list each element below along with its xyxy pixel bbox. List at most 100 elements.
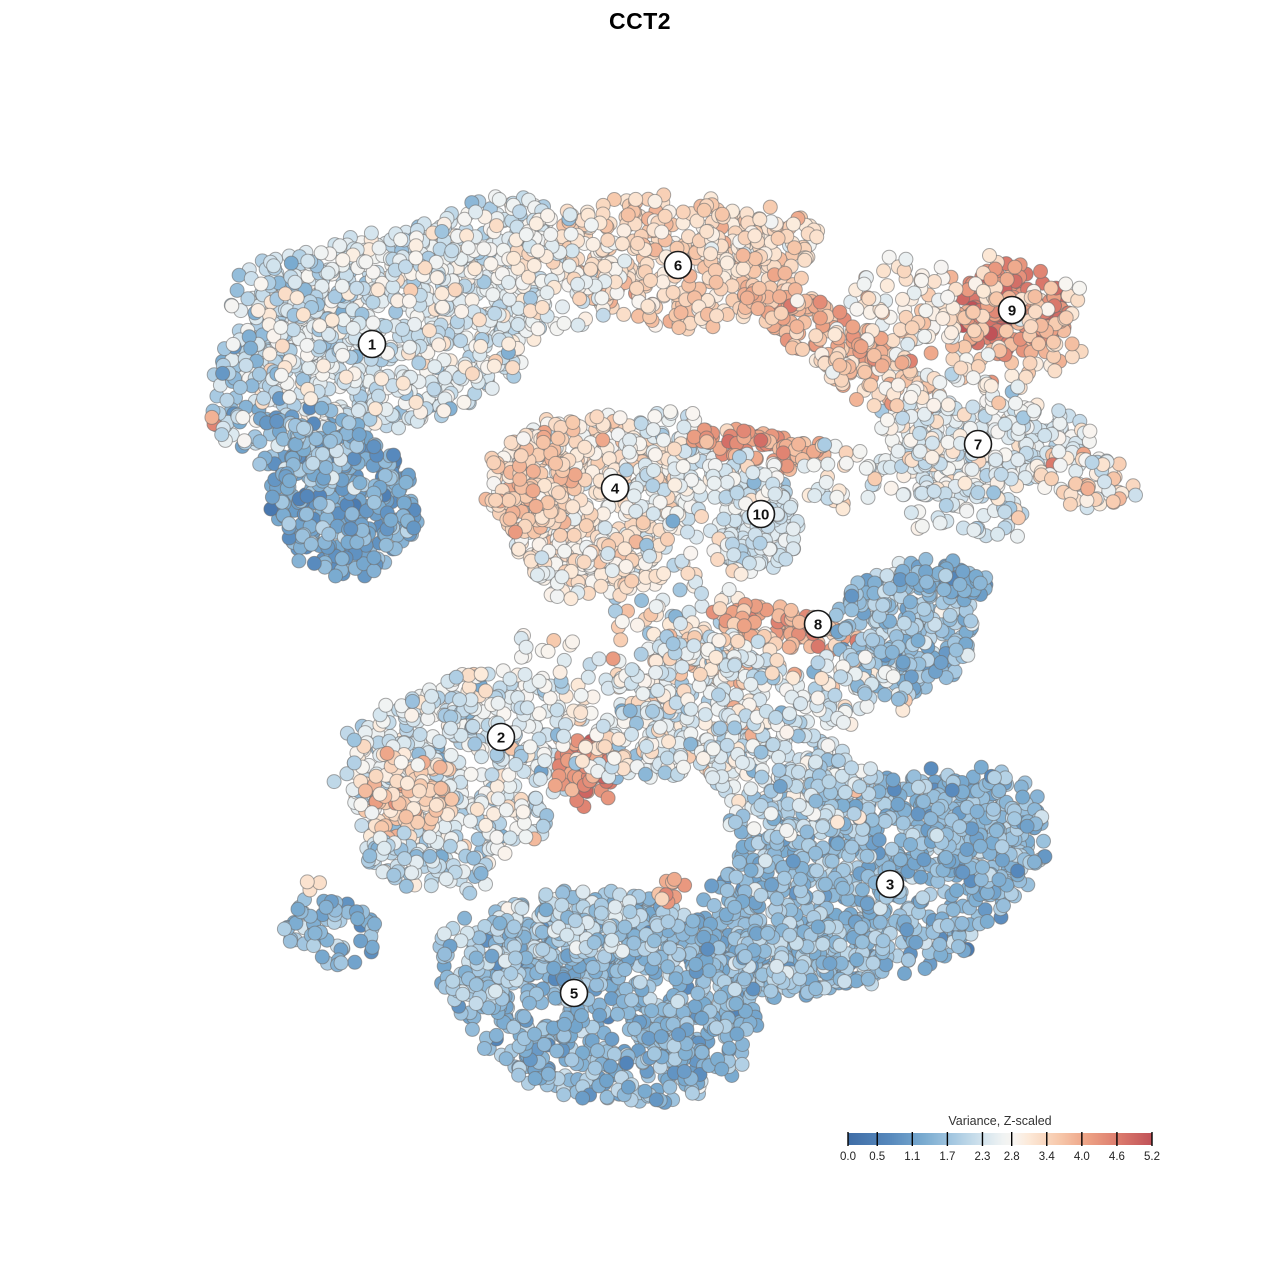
cell-point bbox=[885, 669, 901, 685]
cell-point bbox=[685, 406, 701, 421]
cell-point bbox=[1051, 444, 1067, 460]
cell-point bbox=[383, 512, 399, 528]
cell-point bbox=[215, 365, 231, 381]
cell-point bbox=[699, 224, 715, 239]
cell-point bbox=[505, 360, 521, 376]
cell-point bbox=[467, 736, 483, 752]
cell-point bbox=[398, 474, 414, 490]
cell-point bbox=[497, 845, 513, 861]
cell-point bbox=[1010, 528, 1025, 544]
cell-point bbox=[810, 690, 826, 706]
cell-point bbox=[565, 415, 581, 430]
cell-point bbox=[879, 568, 895, 584]
cell-point bbox=[932, 515, 948, 531]
cell-point bbox=[924, 449, 940, 465]
cell-point bbox=[812, 294, 828, 310]
cell-point bbox=[363, 225, 379, 241]
cell-point bbox=[484, 380, 500, 396]
cell-point bbox=[444, 243, 460, 259]
cell-point bbox=[332, 238, 348, 254]
cell-point bbox=[583, 261, 599, 277]
cell-point bbox=[849, 301, 865, 317]
cell-point bbox=[1044, 471, 1059, 487]
cell-point bbox=[535, 818, 551, 834]
cell-point bbox=[895, 654, 911, 670]
cell-point bbox=[345, 320, 361, 336]
cell-point bbox=[225, 336, 241, 352]
cell-point bbox=[358, 254, 374, 270]
cell-point bbox=[563, 591, 579, 607]
cell-point bbox=[526, 258, 542, 273]
cell-point bbox=[537, 753, 553, 769]
cell-point bbox=[752, 211, 768, 227]
cell-point bbox=[433, 780, 449, 796]
cell-point bbox=[877, 687, 893, 703]
cell-point bbox=[565, 499, 581, 515]
cell-point bbox=[549, 589, 565, 604]
cell-point bbox=[894, 355, 910, 371]
cell-point bbox=[512, 471, 528, 487]
cell-point bbox=[626, 488, 642, 504]
cell-point bbox=[1062, 496, 1078, 512]
cell-point bbox=[366, 494, 382, 510]
cell-point bbox=[434, 224, 450, 239]
cell-point bbox=[783, 499, 798, 515]
cell-point bbox=[597, 258, 613, 274]
cell-point bbox=[797, 252, 813, 268]
cell-point bbox=[266, 258, 282, 274]
cell-point bbox=[997, 504, 1013, 520]
cell-point bbox=[952, 577, 968, 592]
cell-point bbox=[312, 318, 328, 334]
cell-point bbox=[600, 790, 616, 806]
cell-point bbox=[453, 333, 469, 349]
cell-point bbox=[595, 307, 611, 323]
cell-point bbox=[334, 551, 350, 567]
cell-point bbox=[910, 633, 926, 649]
cell-point bbox=[328, 568, 343, 584]
cell-point bbox=[762, 199, 778, 215]
cell-point bbox=[895, 410, 910, 426]
cell-point bbox=[349, 280, 365, 296]
cell-point bbox=[696, 202, 712, 218]
cell-point bbox=[431, 337, 447, 353]
cell-point bbox=[719, 255, 735, 271]
cell-point bbox=[563, 226, 579, 242]
cell-point bbox=[926, 274, 942, 289]
cell-point bbox=[365, 264, 381, 280]
cell-point bbox=[710, 552, 726, 567]
cell-point bbox=[963, 613, 979, 629]
cell-point bbox=[476, 241, 492, 257]
cell-point bbox=[916, 601, 932, 617]
cell-point bbox=[1084, 455, 1100, 470]
cell-point bbox=[933, 655, 949, 670]
cell-point bbox=[767, 486, 783, 502]
cell-point bbox=[857, 686, 873, 702]
cell-point bbox=[393, 754, 409, 770]
cell-point bbox=[556, 315, 572, 331]
cell-point bbox=[1128, 487, 1143, 503]
cell-point bbox=[810, 655, 826, 671]
cell-point bbox=[889, 398, 905, 414]
cell-point bbox=[865, 632, 881, 648]
cell-point bbox=[299, 337, 315, 353]
cell-point bbox=[269, 413, 285, 429]
cell-point bbox=[502, 830, 518, 846]
cell-point bbox=[898, 251, 914, 267]
cell-point bbox=[628, 503, 644, 519]
cell-point bbox=[733, 566, 749, 582]
cell-point bbox=[709, 308, 725, 324]
cell-point bbox=[654, 224, 670, 240]
cell-point bbox=[1023, 319, 1039, 335]
cell-point bbox=[773, 305, 789, 321]
cell-point bbox=[518, 829, 534, 845]
cell-point bbox=[456, 394, 472, 410]
cell-point bbox=[924, 435, 940, 451]
cell-point bbox=[672, 582, 688, 598]
cell-point bbox=[716, 511, 732, 527]
cell-point bbox=[665, 285, 681, 300]
cell-point bbox=[395, 321, 410, 337]
cell-point bbox=[1010, 452, 1026, 468]
cell-point bbox=[501, 492, 517, 508]
cell-point bbox=[305, 455, 321, 471]
cell-point bbox=[236, 433, 252, 449]
